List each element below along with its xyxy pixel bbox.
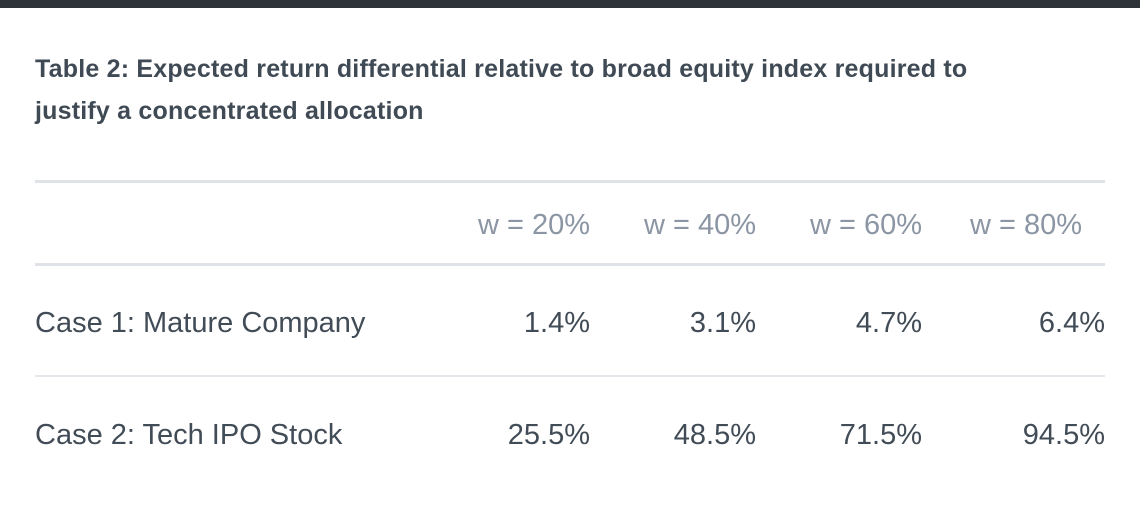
- table-title-line-1: Table 2: Expected return differential re…: [35, 55, 968, 83]
- article-content: Table 2: Expected return differential re…: [0, 48, 1140, 492]
- table-cell: 71.5%: [839, 419, 922, 451]
- row-label: Case 1: Mature Company: [35, 264, 424, 377]
- table-cell: 48.5%: [673, 419, 756, 451]
- header-cell-w80: w = 80%: [922, 180, 1105, 266]
- header-cell-w40: w = 40%: [590, 180, 756, 266]
- table-header: w = 20% w = 40% w = 60% w = 80%: [35, 180, 1105, 266]
- table-cell: 25.5%: [507, 419, 590, 451]
- table-cell: 1.4%: [424, 264, 590, 377]
- table-row-case-1: Case 1: Mature Company 1.4% 3.1% 4.7% 6.…: [35, 264, 1105, 377]
- table-header-row: w = 20% w = 40% w = 60% w = 80%: [35, 180, 1105, 266]
- table-cell: 4.7%: [756, 264, 922, 377]
- header-cell-w60: w = 60%: [756, 180, 922, 266]
- table-title: Table 2: Expected return differential re…: [35, 48, 1105, 132]
- table-cell: 94.5%: [1022, 419, 1105, 451]
- table-cell: 6.4%: [922, 264, 1105, 377]
- top-bar: [0, 0, 1140, 8]
- row-label: Case 2: Tech IPO Stock: [35, 419, 343, 451]
- table-body: Case 1: Mature Company 1.4% 3.1% 4.7% 6.…: [35, 264, 1105, 493]
- table-row-case-2: Case 2: Tech IPO Stock 25.5% 48.5% 71.5%…: [35, 376, 1105, 492]
- table-title-line-2: justify a concentrated allocation: [35, 97, 424, 125]
- table-cell: 3.1%: [590, 264, 756, 377]
- header-cell-row-label: [35, 180, 424, 266]
- header-cell-w20: w = 20%: [424, 180, 590, 266]
- data-table: w = 20% w = 40% w = 60% w = 80% Case 1: …: [35, 180, 1105, 492]
